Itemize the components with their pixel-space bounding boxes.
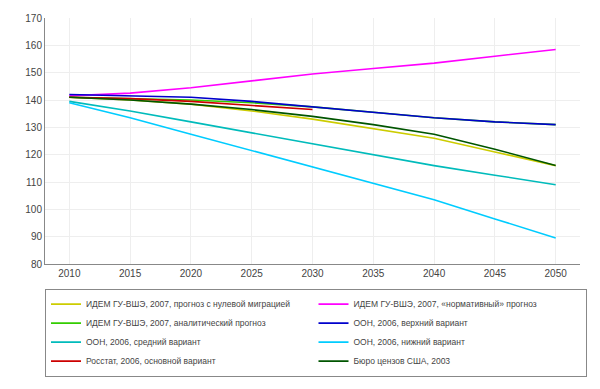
svg-text:2015: 2015 — [119, 268, 142, 279]
svg-text:170: 170 — [25, 13, 42, 24]
svg-text:2045: 2045 — [484, 268, 507, 279]
svg-text:2010: 2010 — [58, 268, 81, 279]
svg-text:ООН, 2006, верхний вариант: ООН, 2006, верхний вариант — [354, 318, 468, 328]
svg-text:Бюро цензов США, 2003: Бюро цензов США, 2003 — [354, 356, 451, 366]
svg-text:ИДЕМ ГУ-ВШЭ, 2007, прогноз с н: ИДЕМ ГУ-ВШЭ, 2007, прогноз с нулевой миг… — [86, 299, 290, 309]
svg-text:90: 90 — [31, 231, 43, 242]
svg-text:2040: 2040 — [423, 268, 446, 279]
svg-text:130: 130 — [25, 122, 42, 133]
svg-text:Росстат, 2006, основной вариан: Росстат, 2006, основной вариант — [86, 356, 216, 366]
svg-text:2030: 2030 — [301, 268, 324, 279]
svg-text:ООН, 2006, средний вариант: ООН, 2006, средний вариант — [86, 337, 201, 347]
svg-text:80: 80 — [31, 259, 43, 270]
svg-text:120: 120 — [25, 149, 42, 160]
svg-text:2020: 2020 — [180, 268, 203, 279]
svg-text:110: 110 — [26, 177, 42, 188]
svg-text:100: 100 — [25, 204, 42, 215]
svg-text:2050: 2050 — [545, 268, 568, 279]
svg-text:ИДЕМ ГУ-ВШЭ, 2007, «нормативны: ИДЕМ ГУ-ВШЭ, 2007, «нормативный» прогноз — [354, 299, 537, 309]
svg-text:150: 150 — [25, 67, 42, 78]
svg-text:ООН, 2006, нижний вариант: ООН, 2006, нижний вариант — [354, 337, 465, 347]
svg-text:2025: 2025 — [241, 268, 264, 279]
svg-text:2035: 2035 — [362, 268, 385, 279]
svg-text:ИДЕМ ГУ-ВШЭ, 2007, аналитическ: ИДЕМ ГУ-ВШЭ, 2007, аналитический прогноз — [86, 318, 266, 328]
svg-text:140: 140 — [25, 95, 42, 106]
svg-text:160: 160 — [25, 40, 42, 51]
